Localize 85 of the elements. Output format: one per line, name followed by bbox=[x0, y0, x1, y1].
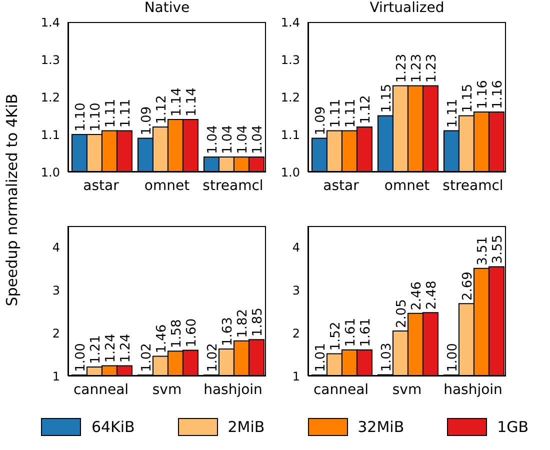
legend-label: 64KiB bbox=[91, 418, 135, 436]
data-label: 1.15 bbox=[379, 84, 394, 113]
y-tick-label: 2 bbox=[52, 326, 60, 340]
x-tick-label: omnet bbox=[144, 178, 190, 194]
data-label: 1.14 bbox=[184, 88, 200, 116]
data-label: 1.21 bbox=[88, 335, 104, 364]
data-label: 1.14 bbox=[169, 88, 184, 116]
data-label: 1.61 bbox=[343, 318, 358, 347]
x-tick-label: hashjoin bbox=[444, 382, 502, 398]
data-label: 1.85 bbox=[250, 308, 266, 337]
data-label: 2.48 bbox=[424, 280, 440, 310]
data-label: 1.11 bbox=[343, 98, 358, 128]
legend-label: 32MiB bbox=[358, 418, 404, 436]
y-tick-label: 4 bbox=[292, 240, 300, 255]
data-label: 1.11 bbox=[118, 98, 134, 128]
y-tick-label: 1.1 bbox=[40, 128, 60, 142]
data-label: 1.10 bbox=[88, 102, 104, 132]
y-tick-label: 1.2 bbox=[280, 90, 300, 104]
legend-label: 2MiB bbox=[228, 418, 265, 436]
x-tick-label: svm bbox=[152, 382, 182, 398]
data-label: 1.12 bbox=[358, 95, 374, 124]
chart-title: Virtualized bbox=[368, 0, 446, 16]
data-label: 1.24 bbox=[118, 334, 134, 363]
data-label: 1.04 bbox=[205, 125, 220, 154]
chart-title: Native bbox=[143, 0, 191, 16]
data-label: 1.01 bbox=[313, 343, 328, 372]
y-tick-label: 3 bbox=[292, 284, 300, 298]
y-tick-label: 2 bbox=[292, 326, 300, 340]
x-tick-label: hashjoin bbox=[204, 382, 262, 398]
data-label: 1.46 bbox=[154, 324, 170, 354]
x-tick-label: omnet bbox=[384, 178, 430, 194]
data-label: 1.16 bbox=[490, 80, 506, 109]
y-tick-label: 1.2 bbox=[40, 90, 60, 104]
data-label: 1.09 bbox=[139, 106, 154, 136]
data-label: 1.09 bbox=[313, 106, 328, 136]
x-tick-label: canneal bbox=[73, 382, 129, 398]
y-tick-label: 1.3 bbox=[280, 52, 300, 67]
data-label: 1.61 bbox=[358, 318, 374, 347]
data-label: 2.05 bbox=[394, 299, 410, 328]
y-tick-label: 1 bbox=[52, 369, 60, 384]
y-tick-label: 1.4 bbox=[280, 15, 300, 30]
data-label: 1.16 bbox=[475, 80, 490, 109]
data-label: 1.63 bbox=[220, 317, 236, 346]
x-tick-label: svm bbox=[392, 382, 422, 398]
y-tick-label: 1.3 bbox=[40, 52, 60, 67]
x-tick-label: astar bbox=[83, 178, 120, 194]
data-label: 1.03 bbox=[379, 342, 394, 372]
data-label: 1.24 bbox=[103, 334, 118, 363]
x-tick-label: streamcl bbox=[202, 178, 264, 194]
data-label: 1.02 bbox=[139, 343, 154, 372]
data-label: 1.11 bbox=[445, 98, 460, 128]
data-label: 3.55 bbox=[490, 234, 506, 264]
data-label: 1.11 bbox=[328, 98, 344, 128]
x-tick-label: canneal bbox=[313, 382, 369, 398]
data-label: 1.60 bbox=[184, 318, 200, 348]
data-label: 1.82 bbox=[235, 308, 250, 338]
data-label: 1.23 bbox=[424, 54, 440, 83]
data-label: 1.04 bbox=[250, 125, 266, 154]
data-label: 3.51 bbox=[475, 236, 490, 266]
y-tick-label: 1.0 bbox=[40, 165, 60, 180]
data-label: 1.12 bbox=[154, 95, 170, 124]
y-tick-label: 4 bbox=[52, 240, 60, 255]
data-label: 1.04 bbox=[220, 125, 236, 154]
data-label: 1.23 bbox=[394, 54, 410, 83]
data-label: 2.69 bbox=[460, 272, 476, 301]
data-label: 1.23 bbox=[409, 54, 424, 83]
x-tick-label: astar bbox=[323, 178, 360, 194]
y-tick-label: 1.4 bbox=[40, 15, 60, 30]
y-tick-label: 1 bbox=[292, 369, 300, 384]
data-label: 1.58 bbox=[169, 319, 184, 348]
data-label: 1.00 bbox=[445, 343, 460, 372]
y-tick-label: 1.0 bbox=[280, 165, 300, 180]
data-label: 1.11 bbox=[103, 98, 118, 128]
y-axis-title: Speedup normalized to 4KiB bbox=[3, 94, 21, 306]
y-tick-label: 1.1 bbox=[280, 128, 300, 142]
y-tick-label: 3 bbox=[52, 284, 60, 298]
data-label: 1.10 bbox=[73, 102, 88, 132]
data-label: 1.04 bbox=[235, 125, 250, 154]
data-label: 1.00 bbox=[73, 343, 88, 372]
x-tick-label: streamcl bbox=[442, 178, 504, 194]
data-label: 1.02 bbox=[205, 343, 220, 372]
data-label: 2.46 bbox=[409, 281, 424, 310]
data-label: 1.52 bbox=[328, 322, 344, 351]
legend-label: 1GB bbox=[497, 418, 529, 436]
data-label: 1.15 bbox=[460, 84, 476, 113]
